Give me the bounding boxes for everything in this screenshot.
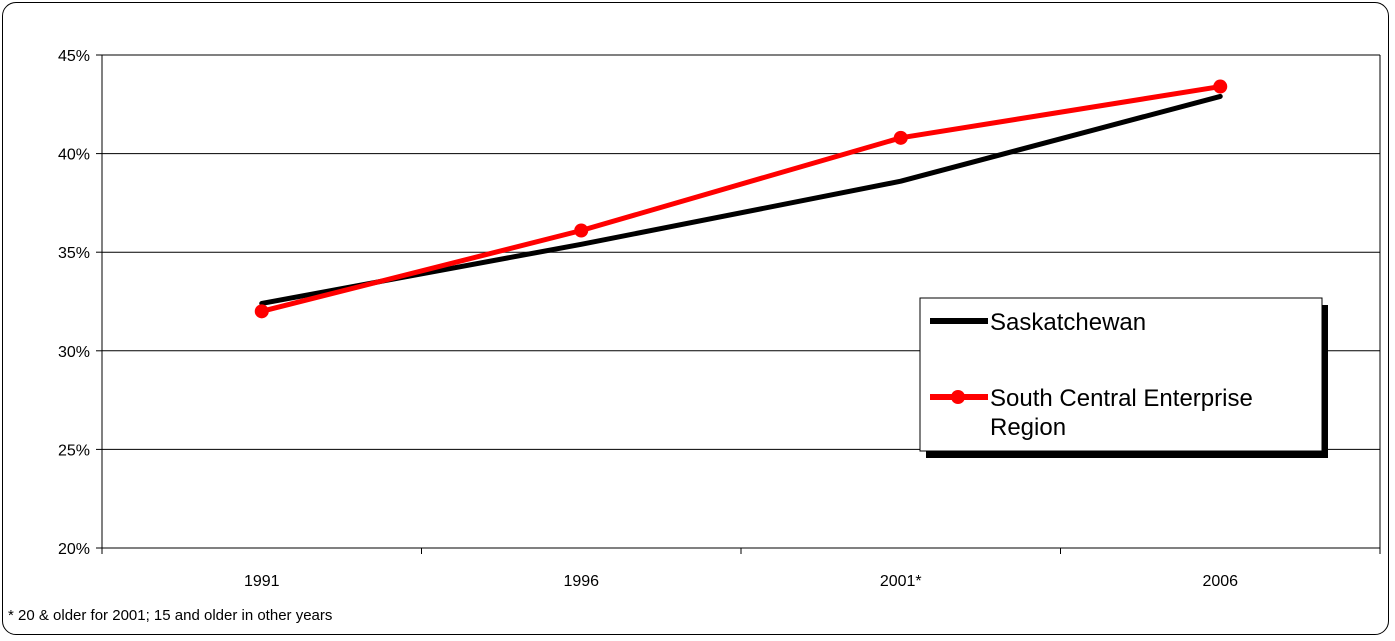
chart-footnote: * 20 & older for 2001; 15 and older in o… xyxy=(8,607,332,624)
series-lines xyxy=(254,79,1228,319)
legend-label-south-central: South Central Enterprise Region xyxy=(990,385,1259,441)
axes: 20% 25% 30% 35% 40% 45% 1991 1996 2001* 2006 xyxy=(58,48,1381,590)
legend-marker-south-central xyxy=(951,390,965,404)
data-point-south-central-enterprise-region xyxy=(1213,79,1228,94)
y-tick-label: 35% xyxy=(58,245,90,262)
data-point-south-central-enterprise-region xyxy=(254,304,269,319)
y-tick-label: 20% xyxy=(58,541,90,558)
legend: Saskatchewan South Central Enterprise Re… xyxy=(919,297,1328,458)
data-point-south-central-enterprise-region xyxy=(574,223,589,238)
legend-label-south-central-line2: Region xyxy=(990,414,1066,441)
series-line-south-central-enterprise-region xyxy=(259,84,1223,314)
y-tick-label: 30% xyxy=(58,344,90,361)
x-tick-label: 2006 xyxy=(1202,573,1238,590)
legend-label-saskatchewan: Saskatchewan xyxy=(990,309,1146,336)
x-tick-label: 1996 xyxy=(563,573,599,590)
y-tick-label: 25% xyxy=(58,442,90,459)
legend-label-south-central-line1: South Central Enterprise xyxy=(990,385,1253,412)
x-tick-label: 2001* xyxy=(880,573,922,590)
data-point-south-central-enterprise-region xyxy=(893,130,908,145)
x-tick-label: 1991 xyxy=(244,573,280,590)
y-tick-label: 40% xyxy=(58,147,90,164)
series-line-saskatchewan xyxy=(259,93,1223,306)
y-tick-label: 45% xyxy=(58,48,90,65)
